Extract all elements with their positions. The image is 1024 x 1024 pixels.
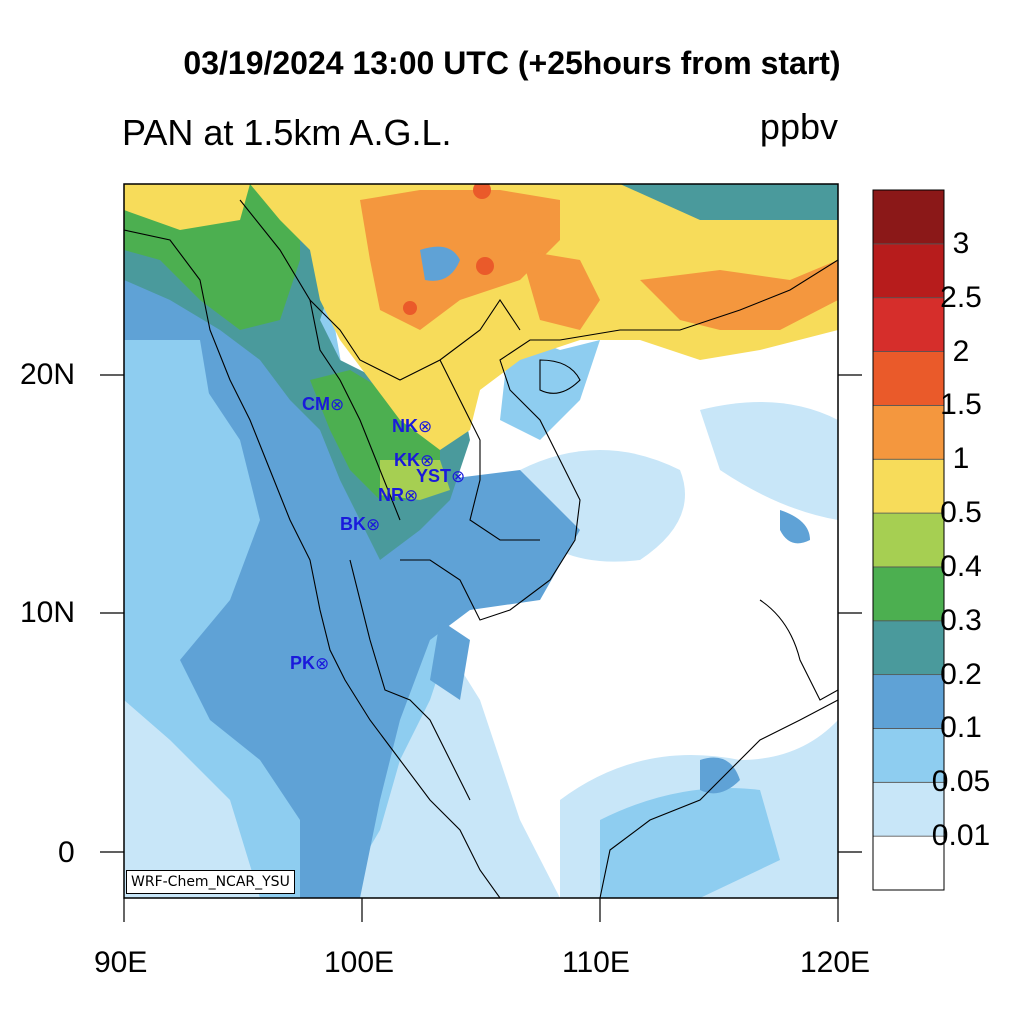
map-title: 03/19/2024 13:00 UTC (+25hours from star… xyxy=(183,45,841,81)
station-marker: YST⊗ xyxy=(416,466,466,486)
colorbar-swatch xyxy=(872,728,945,783)
colorbar-label: 2 xyxy=(952,334,970,368)
y-tick-label: 20N xyxy=(20,358,76,391)
colorbar-swatch xyxy=(872,243,945,299)
y-tick-label: 10N xyxy=(20,596,76,629)
x-tick-label: 100E xyxy=(324,946,395,979)
station-marker: NR⊗ xyxy=(378,485,419,505)
colorbar-swatch xyxy=(872,297,945,352)
axis-ticks xyxy=(100,374,862,922)
pan-concentration-field xyxy=(124,184,838,898)
colorbar-swatch xyxy=(872,835,945,891)
x-tick-label: 90E xyxy=(94,946,148,979)
colorbar-label: 2.5 xyxy=(940,280,982,314)
model-credit: WRF-Chem_NCAR_YSU xyxy=(126,870,295,894)
colorbar-label: 0.1 xyxy=(940,711,982,745)
station-marker: KK⊗ xyxy=(394,450,435,470)
x-tick-label: 110E xyxy=(562,946,630,979)
x-tick-label: 120E xyxy=(800,946,871,979)
y-tick-label: 0 xyxy=(58,836,75,869)
colorbar-swatch xyxy=(872,620,945,676)
colorbar-label: 1 xyxy=(952,442,970,476)
units-label: ppbv xyxy=(759,106,838,147)
station-marker: NK⊗ xyxy=(392,416,433,436)
colorbar-label: 1.5 xyxy=(940,388,982,422)
colorbar-swatch xyxy=(872,674,945,729)
station-marker: PK⊗ xyxy=(290,653,330,673)
colorbar-label: 0.01 xyxy=(931,819,991,853)
colorbar-frame xyxy=(872,189,945,891)
colorbar-swatch xyxy=(872,351,945,406)
station-marker: BK⊗ xyxy=(340,514,381,534)
colorbar-label: 0.3 xyxy=(940,603,982,637)
colorbar-label: 0.5 xyxy=(940,496,982,530)
colorbar-label: 0.05 xyxy=(931,765,991,799)
colorbar-swatch xyxy=(872,781,945,837)
coastlines-borders xyxy=(124,199,838,898)
colorbar-label: 0.4 xyxy=(940,549,982,583)
colorbar xyxy=(872,189,945,891)
colorbar-label: 0.2 xyxy=(940,657,982,691)
colorbar-swatch xyxy=(872,566,945,622)
colorbar-swatch xyxy=(872,189,945,245)
colorbar-label: 3 xyxy=(952,226,970,260)
station-marker: CM⊗ xyxy=(302,394,345,414)
variable-label: PAN at 1.5km A.G.L. xyxy=(122,112,452,153)
